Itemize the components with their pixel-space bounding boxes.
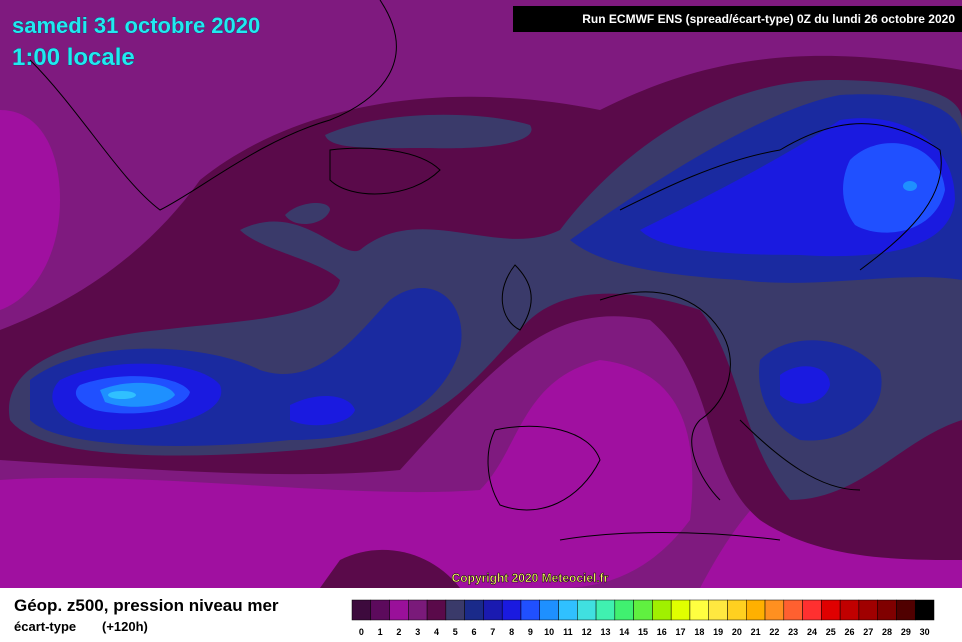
scale-swatch bbox=[614, 599, 634, 621]
scale-label: 23 bbox=[788, 627, 798, 637]
scale-swatch bbox=[370, 599, 390, 621]
scale-label: 21 bbox=[751, 627, 761, 637]
scale-label: 4 bbox=[434, 627, 439, 637]
scale-swatch bbox=[464, 599, 484, 621]
scale-label: 22 bbox=[769, 627, 779, 637]
field-zone bbox=[0, 110, 60, 310]
scale-label: 26 bbox=[845, 627, 855, 637]
scale-label: 8 bbox=[509, 627, 514, 637]
scale-label: 6 bbox=[472, 627, 477, 637]
coastlines bbox=[29, 0, 942, 541]
scale-swatch bbox=[821, 599, 841, 621]
scale-label: 27 bbox=[863, 627, 873, 637]
scale-label: 9 bbox=[528, 627, 533, 637]
field-zone bbox=[285, 203, 330, 225]
scale-swatch bbox=[558, 599, 578, 621]
scale-swatch bbox=[764, 599, 785, 621]
scale-label: 16 bbox=[657, 627, 667, 637]
scale-swatch bbox=[539, 599, 559, 621]
copyright: Copyright 2020 Meteociel.fr bbox=[452, 571, 609, 585]
scale-swatch bbox=[577, 599, 597, 621]
scale-swatch bbox=[595, 599, 616, 621]
scale-label: 1 bbox=[378, 627, 383, 637]
run-info: Run ECMWF ENS (spread/écart-type) 0Z du … bbox=[582, 12, 955, 26]
scale-label: 2 bbox=[396, 627, 401, 637]
scale-swatch bbox=[708, 599, 728, 621]
date: samedi 31 octobre 2020 bbox=[12, 13, 260, 38]
scale-label: 11 bbox=[563, 627, 573, 637]
scale-swatch bbox=[633, 599, 653, 621]
scale-swatch bbox=[445, 599, 465, 621]
footer-subtitle: écart-type bbox=[14, 619, 76, 634]
scale-swatch bbox=[896, 599, 916, 621]
field-zone bbox=[320, 549, 460, 588]
scale-swatch bbox=[839, 599, 860, 621]
scale-swatch bbox=[426, 599, 447, 621]
scale-label: 15 bbox=[638, 627, 648, 637]
scale-label: 19 bbox=[713, 627, 723, 637]
color-scale: 0 1 2 3 4 5 6 7 8 9 10 11 12 13 14 15 16 17 18 19 20 21 22 23 24… bbox=[351, 599, 935, 637]
field-zone bbox=[843, 143, 945, 233]
field-zone bbox=[903, 181, 917, 191]
footer-title: Géop. z500, pression niveau mer bbox=[14, 596, 279, 615]
scale-label: 14 bbox=[619, 627, 629, 637]
scale-swatch bbox=[746, 599, 766, 621]
scale-label: 28 bbox=[882, 627, 892, 637]
scale-label: 12 bbox=[582, 627, 592, 637]
field-zone bbox=[780, 366, 830, 404]
scale-label: 30 bbox=[920, 627, 930, 637]
scale-swatch bbox=[783, 599, 803, 621]
scale-label: 20 bbox=[732, 627, 742, 637]
scale-label: 18 bbox=[694, 627, 704, 637]
scale-label: 29 bbox=[901, 627, 911, 637]
scale-swatch bbox=[689, 599, 709, 621]
scale-swatch bbox=[483, 599, 503, 621]
scale-label: 0 bbox=[359, 627, 364, 637]
time: 1:00 locale bbox=[12, 44, 135, 71]
scale-label: 25 bbox=[826, 627, 836, 637]
scale-swatch bbox=[727, 599, 747, 621]
scale-swatch bbox=[877, 599, 897, 621]
scale-swatch bbox=[408, 599, 428, 621]
field-zone bbox=[100, 382, 175, 407]
field-zone bbox=[290, 395, 355, 426]
field-zone bbox=[0, 360, 693, 588]
scale-swatch bbox=[351, 599, 372, 621]
scale-swatch bbox=[389, 599, 409, 621]
scale-label: 10 bbox=[544, 627, 554, 637]
scale-swatch bbox=[652, 599, 672, 621]
scale-label: 5 bbox=[453, 627, 458, 637]
scale-swatch bbox=[520, 599, 540, 621]
scale-label: 24 bbox=[807, 627, 817, 637]
scale-label: 3 bbox=[415, 627, 420, 637]
scale-label: 13 bbox=[600, 627, 610, 637]
scale-swatch bbox=[670, 599, 691, 621]
scale-swatch bbox=[914, 599, 935, 621]
scale-label: 7 bbox=[490, 627, 495, 637]
run-box bbox=[513, 6, 962, 32]
field-zone bbox=[325, 114, 532, 149]
scale-label: 17 bbox=[676, 627, 686, 637]
scale-swatch bbox=[501, 599, 522, 621]
scale-swatch bbox=[802, 599, 822, 621]
scale-swatch bbox=[858, 599, 878, 621]
footer-lead: (+120h) bbox=[102, 619, 148, 634]
field-zone bbox=[108, 391, 136, 399]
